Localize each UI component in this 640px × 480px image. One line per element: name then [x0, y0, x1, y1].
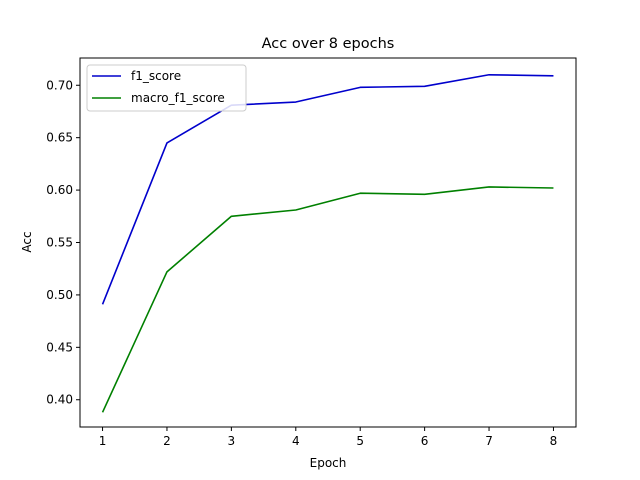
- legend-box: [86, 64, 247, 112]
- x-tick-label: 3: [228, 434, 236, 448]
- y-tick-label: 0.65: [46, 131, 73, 145]
- series-line-macro-f1-score: [101, 186, 554, 413]
- x-tick-label: 8: [550, 434, 558, 448]
- plot-area: [79, 57, 577, 428]
- y-tick-label: 0.70: [46, 78, 73, 92]
- legend-label: f1_score: [131, 69, 181, 83]
- chart-title: Acc over 8 epochs: [262, 36, 395, 52]
- x-tick-label: 2: [163, 434, 171, 448]
- y-tick-label: 0.45: [46, 340, 73, 354]
- legend: f1_score macro_f1_score: [86, 64, 247, 112]
- series-line-f1-score: [101, 73, 554, 305]
- x-tick-label: 4: [292, 434, 300, 448]
- y-axis: 0.40 0.45 0.50 0.55 0.60 0.65 0.70: [46, 78, 80, 407]
- y-axis-label: Acc: [20, 231, 34, 252]
- legend-label: macro_f1_score: [131, 91, 225, 105]
- x-tick-label: 1: [99, 434, 107, 448]
- y-tick-label: 0.40: [46, 393, 73, 407]
- x-axis-label: Epoch: [310, 456, 347, 470]
- y-tick-label: 0.55: [46, 236, 73, 250]
- x-tick-label: 7: [485, 434, 493, 448]
- y-tick-label: 0.60: [46, 183, 73, 197]
- x-axis: 1 2 3 4 5 6 7 8: [99, 427, 558, 448]
- series-layer: [101, 73, 554, 413]
- x-tick-label: 5: [356, 434, 364, 448]
- y-tick-label: 0.50: [46, 288, 73, 302]
- x-tick-label: 6: [421, 434, 429, 448]
